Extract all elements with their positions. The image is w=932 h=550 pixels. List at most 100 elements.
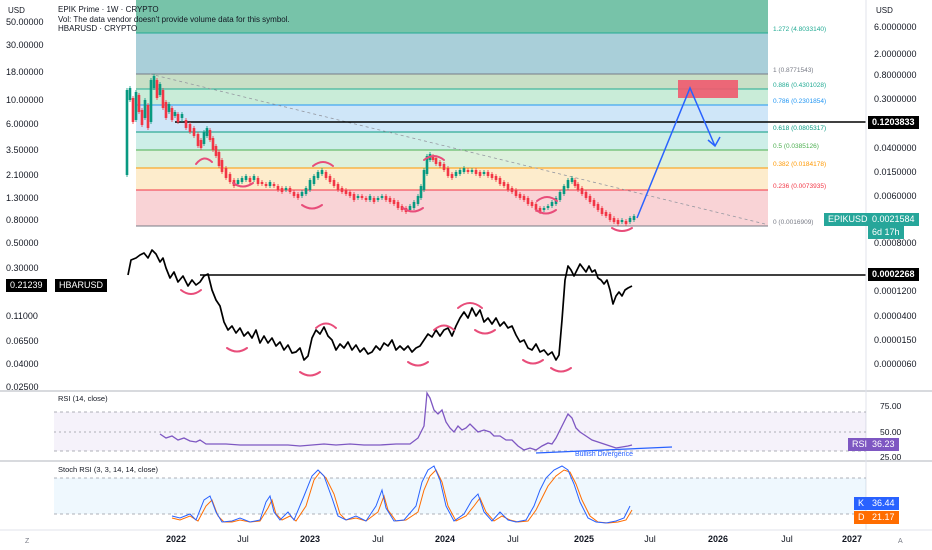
right-axis-tick: 0.0060000: [874, 191, 917, 201]
stoch-title[interactable]: Stoch RSI (3, 3, 14, 14, close): [58, 465, 159, 474]
stoch-k-line: [171, 465, 631, 524]
projection-path[interactable]: [636, 86, 716, 219]
time-axis-tick: 2027: [841, 534, 863, 544]
candle-body: [486, 172, 490, 176]
candle-body: [388, 198, 392, 202]
left-axis-tick: 0.80000: [6, 215, 39, 225]
candle-body: [202, 132, 206, 144]
candle-body: [164, 102, 168, 118]
rsi-tag-value: 36.23: [868, 438, 899, 451]
candle-body: [632, 216, 636, 220]
candle-body: [384, 196, 388, 200]
pivot-marker: [611, 227, 633, 232]
candle-body: [217, 152, 221, 166]
candle-body: [344, 190, 348, 194]
candle-body: [176, 114, 180, 122]
volume-note: Vol: The data vendor doesn't provide vol…: [58, 15, 290, 24]
candle-body: [608, 214, 612, 220]
candle-body: [192, 128, 196, 136]
candle-body: [454, 172, 458, 176]
right-axis-tick: 0.0400000: [874, 143, 917, 153]
candle-body: [580, 188, 584, 194]
candle-body: [260, 182, 264, 184]
candle-body: [228, 174, 232, 182]
candle-body: [522, 196, 526, 200]
candle-body: [196, 134, 200, 146]
candle-body: [419, 186, 423, 198]
candle-body: [620, 220, 624, 222]
candle-body: [324, 172, 328, 178]
fib-level-label: 1.272 (4.8033140): [773, 26, 826, 33]
candle-body: [588, 196, 592, 202]
candle-body: [604, 212, 608, 216]
left-axis-tick: 30.00000: [6, 40, 44, 50]
candle-body: [308, 180, 312, 190]
left-axis-tick: 50.00000: [6, 17, 44, 27]
fib-level-label: 1 (0.8771543): [773, 67, 813, 74]
stoch-k-value: 36.44: [868, 497, 899, 510]
left-axis-tick: 2.10000: [6, 170, 39, 180]
candle-body: [149, 80, 153, 122]
stoch-d-label: D: [854, 511, 869, 524]
auto-scale-icon[interactable]: A: [898, 538, 903, 545]
fib-zone-0786-0618: [136, 105, 768, 132]
rsi-tag-label: RSI: [848, 438, 872, 451]
stoch-pane: [54, 465, 866, 524]
candle-body: [240, 178, 244, 182]
candle-body: [624, 221, 628, 224]
candle-body: [128, 88, 132, 100]
candle-body: [348, 192, 352, 196]
candle-body: [530, 202, 534, 206]
candle-body: [220, 160, 224, 172]
candle-body: [316, 172, 320, 178]
pivot-marker: [195, 157, 213, 165]
epik-price-tag: 0.0021584: [868, 213, 919, 226]
rsi-title[interactable]: RSI (14, close): [58, 394, 108, 403]
candle-body: [134, 92, 138, 120]
candle-body: [380, 196, 384, 198]
lower-line-price-tag: 0.0002268: [868, 268, 919, 281]
right-axis-tick: 2.0000000: [874, 49, 917, 59]
time-axis-tick: 2025: [573, 534, 595, 544]
right-axis-tick: 0.0008000: [874, 238, 917, 248]
candle-body: [446, 168, 450, 176]
rsi-pane: [54, 390, 866, 454]
timezone-icon[interactable]: Z: [25, 538, 30, 545]
candle-body: [538, 208, 542, 212]
fib-zone-0886-0786: [136, 89, 768, 105]
candle-body: [244, 176, 248, 180]
candle-body: [304, 188, 308, 194]
candle-body: [518, 194, 522, 198]
candle-body: [161, 90, 165, 108]
candle-body: [534, 204, 538, 210]
rsi-band: [54, 412, 866, 451]
fib-level-label: 0.886 (0.4301028): [773, 82, 826, 89]
hbar-price-tag: 0.21239: [6, 279, 47, 292]
candle-body: [180, 114, 184, 118]
candle-body: [438, 162, 442, 166]
candle-body: [368, 196, 372, 200]
bullish-divergence-line: [535, 446, 673, 454]
candle-body: [224, 168, 228, 178]
candle-body: [364, 198, 368, 200]
left-axis-tick: 0.30000: [6, 263, 39, 273]
left-axis-tick: 0.11000: [6, 311, 38, 321]
right-axis-tick: 0.3000000: [874, 94, 917, 104]
chart-title[interactable]: EPIK Prime · 1W · CRYPTO: [58, 5, 159, 14]
right-axis-unit: USD: [876, 6, 893, 15]
candle-body: [328, 176, 332, 182]
candle-body: [422, 170, 426, 190]
candle-body: [576, 184, 580, 190]
fib-zones: [136, 0, 768, 226]
left-axis-tick: 0.50000: [6, 238, 39, 248]
time-axis-tick: Jul: [372, 534, 384, 544]
overlay-symbol-label[interactable]: HBARUSD · CRYPTO: [58, 24, 138, 33]
candle-body: [550, 202, 554, 206]
candle-body: [284, 188, 288, 190]
right-axis-tick: 0.0150000: [874, 167, 917, 177]
candle-body: [462, 168, 466, 172]
fib-zone-top: [136, 0, 768, 33]
pivot-marker: [407, 361, 429, 367]
candle-body: [280, 188, 284, 192]
